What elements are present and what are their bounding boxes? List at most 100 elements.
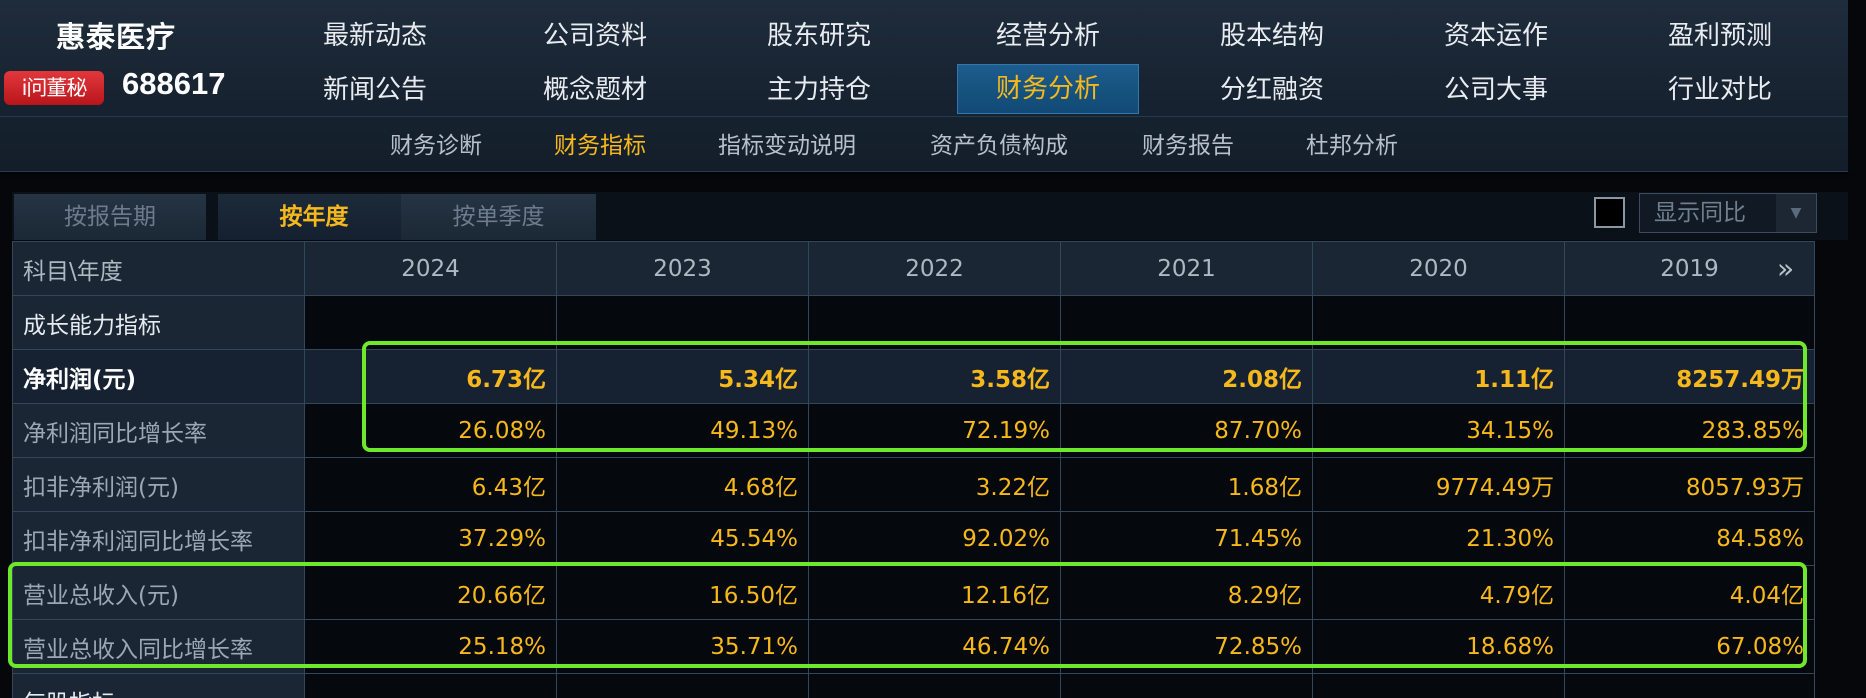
year-column-header[interactable]: 2019 — [1564, 241, 1815, 296]
subnav-balance-composition[interactable]: 资产负债构成 — [930, 133, 1068, 159]
tab-by-report-period[interactable]: 按报告期 — [14, 194, 206, 240]
table-row: 成长能力指标 — [12, 295, 1815, 350]
row-label: 营业总收入(元) — [12, 565, 305, 620]
nav-concepts[interactable]: 概念题材 — [542, 75, 647, 105]
table-cell — [1060, 295, 1313, 350]
table-cell: 8257.49万 — [1564, 349, 1815, 404]
table-cell: 6.43亿 — [304, 457, 557, 512]
nav-share-structure[interactable]: 股本结构 — [1219, 21, 1324, 51]
table-cell: 1.11亿 — [1312, 349, 1565, 404]
table-cell: 8.29亿 — [1060, 565, 1313, 620]
subnav-divider — [0, 116, 1848, 117]
nav-company-events[interactable]: 公司大事 — [1443, 75, 1548, 105]
table-cell: 4.79亿 — [1312, 565, 1565, 620]
row-label: 营业总收入同比增长率 — [12, 619, 305, 674]
nav-main-holdings[interactable]: 主力持仓 — [766, 75, 871, 105]
table-cell: 71.45% — [1060, 511, 1313, 566]
table-cell: 37.29% — [304, 511, 557, 566]
ask-secretary-button[interactable]: i问董秘 — [4, 71, 104, 105]
table-cell: 3.22亿 — [808, 457, 1061, 512]
nav-shareholder-research[interactable]: 股东研究 — [766, 21, 871, 51]
subnav-financial-indicators[interactable]: 财务指标 — [554, 133, 646, 159]
yoy-checkbox[interactable] — [1594, 197, 1625, 228]
table-cell: 84.58% — [1564, 511, 1815, 566]
year-column-header[interactable]: 2024 — [304, 241, 557, 296]
table-corner-header: 科目\年度 — [12, 241, 305, 296]
financial-indicators-table: 科目\年度 2024 2023 2022 2021 2020 2019 成长能力指标 净利润(元… — [12, 241, 1815, 698]
table-cell — [304, 295, 557, 350]
table-row: 营业总收入(元) 20.66亿 16.50亿 12.16亿 8.29亿 4.79亿 4.04… — [12, 565, 1815, 620]
double-chevron-right-icon[interactable]: » — [1777, 252, 1794, 285]
table-cell — [556, 295, 809, 350]
row-label: 成长能力指标 — [12, 295, 305, 350]
table-cell: 35.71% — [556, 619, 809, 674]
company-name: 惠泰医疗 — [55, 20, 176, 54]
table-header-row: 科目\年度 2024 2023 2022 2021 2020 2019 — [12, 241, 1815, 296]
subnav-financial-diagnosis[interactable]: 财务诊断 — [390, 133, 482, 159]
stock-header: 惠泰医疗 i问董秘 688617 最新动态 公司资料 股东研究 经营分析 股本结… — [0, 0, 1848, 172]
table-cell: 4.04亿 — [1564, 565, 1815, 620]
table-row: 扣非净利润(元) 6.43亿 4.68亿 3.22亿 1.68亿 9774.49万 8057… — [12, 457, 1815, 512]
table-cell: 26.08% — [304, 403, 557, 458]
table-row: 净利润同比增长率 26.08% 49.13% 72.19% 87.70% 34.15% 28… — [12, 403, 1815, 458]
table-cell — [304, 673, 557, 698]
nav-capital-operation[interactable]: 资本运作 — [1443, 21, 1548, 51]
year-column-header[interactable]: 2023 — [556, 241, 809, 296]
table-cell: 49.13% — [556, 403, 809, 458]
nav-announcements[interactable]: 新闻公告 — [322, 75, 427, 105]
row-label: 净利润(元) — [12, 349, 305, 404]
row-label: 每股指标 — [12, 673, 305, 698]
table-cell: 45.54% — [556, 511, 809, 566]
table-cell: 5.34亿 — [556, 349, 809, 404]
tab-by-year[interactable]: 按年度 — [218, 194, 410, 240]
table-cell: 18.68% — [1312, 619, 1565, 674]
table-cell: 46.74% — [808, 619, 1061, 674]
table-cell: 72.19% — [808, 403, 1061, 458]
chevron-down-icon: ▼ — [1776, 194, 1816, 232]
nav-dividend-financing[interactable]: 分红融资 — [1219, 75, 1324, 105]
table-cell — [1312, 295, 1565, 350]
table-cell — [1564, 673, 1815, 698]
table-row: 扣非净利润同比增长率 37.29% 45.54% 92.02% 71.45% 21.30%… — [12, 511, 1815, 566]
table-row: 净利润(元) 6.73亿 5.34亿 3.58亿 2.08亿 1.11亿 8257.49万 — [12, 349, 1815, 404]
subnav-indicator-changes[interactable]: 指标变动说明 — [718, 133, 856, 159]
subnav-financial-reports[interactable]: 财务报告 — [1142, 133, 1234, 159]
yoy-label: 显示同比 — [1654, 200, 1746, 226]
table-row: 每股指标 — [12, 673, 1815, 698]
header-edge — [1848, 0, 1866, 172]
table-cell: 4.68亿 — [556, 457, 809, 512]
nav-industry-comparison[interactable]: 行业对比 — [1667, 75, 1772, 105]
subnav-dupont-analysis[interactable]: 杜邦分析 — [1306, 133, 1398, 159]
table-cell — [556, 673, 809, 698]
row-label: 扣非净利润同比增长率 — [12, 511, 305, 566]
table-cell: 12.16亿 — [808, 565, 1061, 620]
table-cell: 283.85% — [1564, 403, 1815, 458]
year-column-header[interactable]: 2020 — [1312, 241, 1565, 296]
table-row: 营业总收入同比增长率 25.18% 35.71% 46.74% 72.85% 18.68%… — [12, 619, 1815, 674]
table-cell: 1.68亿 — [1060, 457, 1313, 512]
table-cell: 6.73亿 — [304, 349, 557, 404]
nav-profit-forecast[interactable]: 盈利预测 — [1667, 21, 1772, 51]
table-cell: 87.70% — [1060, 403, 1313, 458]
year-column-header[interactable]: 2022 — [808, 241, 1061, 296]
table-cell: 9774.49万 — [1312, 457, 1565, 512]
table-cell — [1060, 673, 1313, 698]
nav-financial-analysis[interactable]: 财务分析 — [957, 64, 1139, 114]
nav-operation-analysis[interactable]: 经营分析 — [995, 21, 1100, 51]
table-cell: 20.66亿 — [304, 565, 557, 620]
table-cell: 2.08亿 — [1060, 349, 1313, 404]
nav-latest-news[interactable]: 最新动态 — [322, 21, 427, 51]
yoy-dropdown[interactable]: 显示同比 ▼ — [1639, 193, 1817, 233]
table-cell: 34.15% — [1312, 403, 1565, 458]
nav-company-info[interactable]: 公司资料 — [542, 21, 647, 51]
stock-code: 688617 — [122, 66, 226, 101]
table-cell — [808, 673, 1061, 698]
table-cell: 72.85% — [1060, 619, 1313, 674]
tab-by-quarter[interactable]: 按单季度 — [401, 194, 596, 240]
table-cell — [808, 295, 1061, 350]
table-cell: 92.02% — [808, 511, 1061, 566]
row-label: 净利润同比增长率 — [12, 403, 305, 458]
year-column-header[interactable]: 2021 — [1060, 241, 1313, 296]
table-cell: 3.58亿 — [808, 349, 1061, 404]
table-cell — [1312, 673, 1565, 698]
